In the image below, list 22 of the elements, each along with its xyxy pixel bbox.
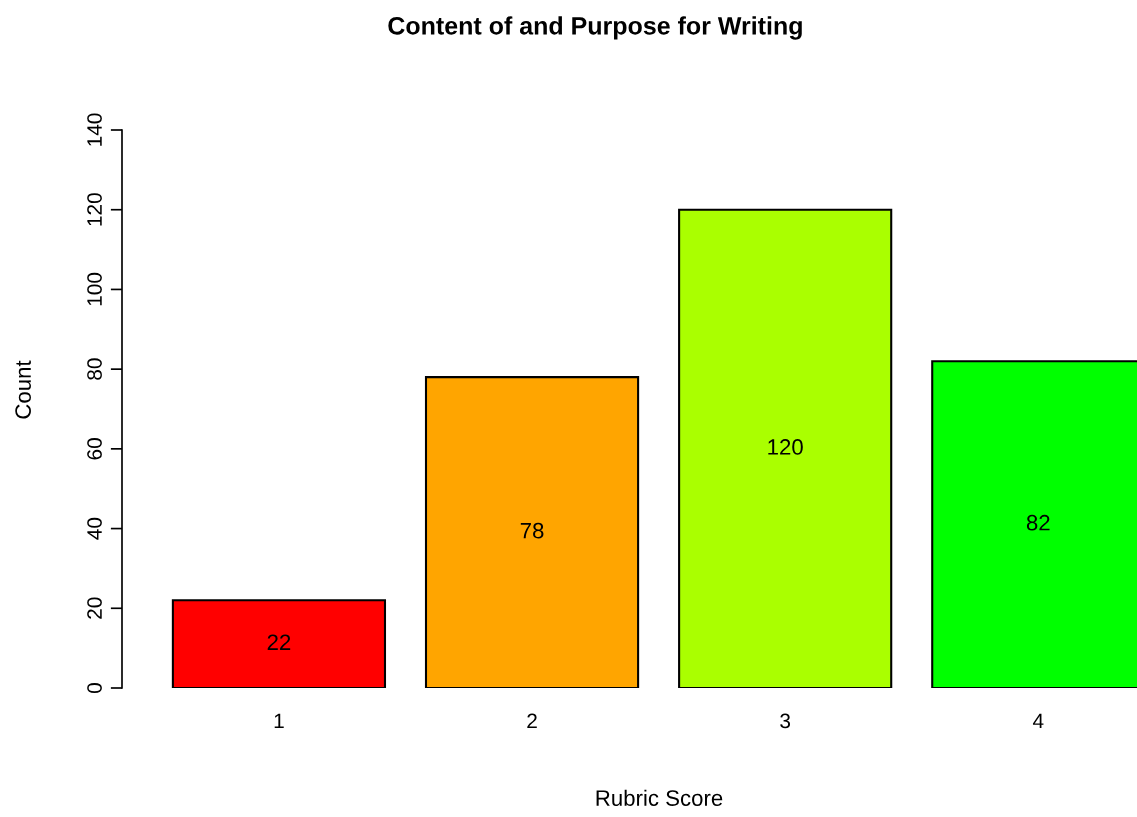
y-tick-label: 100 <box>87 272 102 306</box>
data-label: 22 <box>267 634 291 650</box>
y-tick-label: 120 <box>87 193 102 226</box>
y-tick-label: 140 <box>87 113 102 146</box>
chart-title: Content of and Purpose for Writing <box>388 16 802 40</box>
bar <box>678 208 893 688</box>
y-axis-title: Count <box>15 360 31 419</box>
bar <box>424 376 640 688</box>
y-tick-label: 60 <box>87 438 102 460</box>
x-tick-label: 1 <box>274 713 284 729</box>
x-tick-label: 4 <box>1032 713 1044 729</box>
bar <box>171 599 387 688</box>
data-label: 120 <box>768 439 803 455</box>
data-label: 78 <box>520 522 544 539</box>
y-tick-label: 80 <box>87 358 102 380</box>
x-tick-label: 3 <box>780 713 791 729</box>
y-tick-label: 0 <box>87 683 102 693</box>
y-tick-label: 20 <box>87 597 102 619</box>
y-tick-label: 40 <box>87 517 102 540</box>
data-label: 82 <box>1026 514 1050 531</box>
x-axis-title: Rubric Score <box>596 789 723 806</box>
x-tick-label: 2 <box>527 713 537 729</box>
